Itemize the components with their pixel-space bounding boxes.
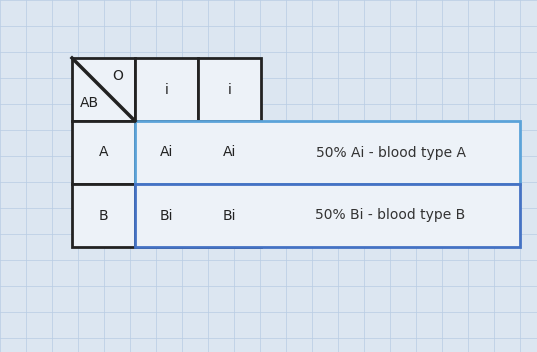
Text: AB: AB (80, 96, 99, 111)
Text: Ai: Ai (160, 145, 173, 159)
Text: 50% Bi - blood type B: 50% Bi - blood type B (315, 208, 466, 222)
Text: Ai: Ai (223, 145, 236, 159)
Bar (72, 58, 135, 121)
Bar (198, 184, 261, 247)
Text: Bi: Bi (223, 208, 236, 222)
Bar (72, 184, 135, 247)
Bar (198, 121, 261, 184)
Bar (135, 121, 198, 184)
Bar (135, 121, 520, 184)
Text: B: B (99, 208, 108, 222)
Text: A: A (99, 145, 108, 159)
Bar (135, 184, 198, 247)
Bar (135, 184, 520, 247)
Text: i: i (228, 82, 231, 96)
Text: 50% Ai - blood type A: 50% Ai - blood type A (316, 145, 466, 159)
Bar (72, 121, 135, 184)
Bar (135, 58, 198, 121)
Text: O: O (112, 69, 123, 83)
Text: i: i (164, 82, 169, 96)
Bar (198, 58, 261, 121)
Text: Bi: Bi (159, 208, 173, 222)
